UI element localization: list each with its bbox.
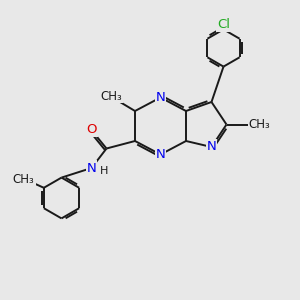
Text: CH₃: CH₃ [249,118,270,131]
Text: CH₃: CH₃ [13,173,34,186]
Text: N: N [156,91,165,104]
Text: Cl: Cl [217,18,230,32]
Text: CH₃: CH₃ [100,89,122,103]
Text: O: O [86,122,97,136]
Text: N: N [87,161,96,175]
Text: N: N [156,148,165,161]
Text: H: H [100,166,108,176]
Text: N: N [207,140,216,154]
